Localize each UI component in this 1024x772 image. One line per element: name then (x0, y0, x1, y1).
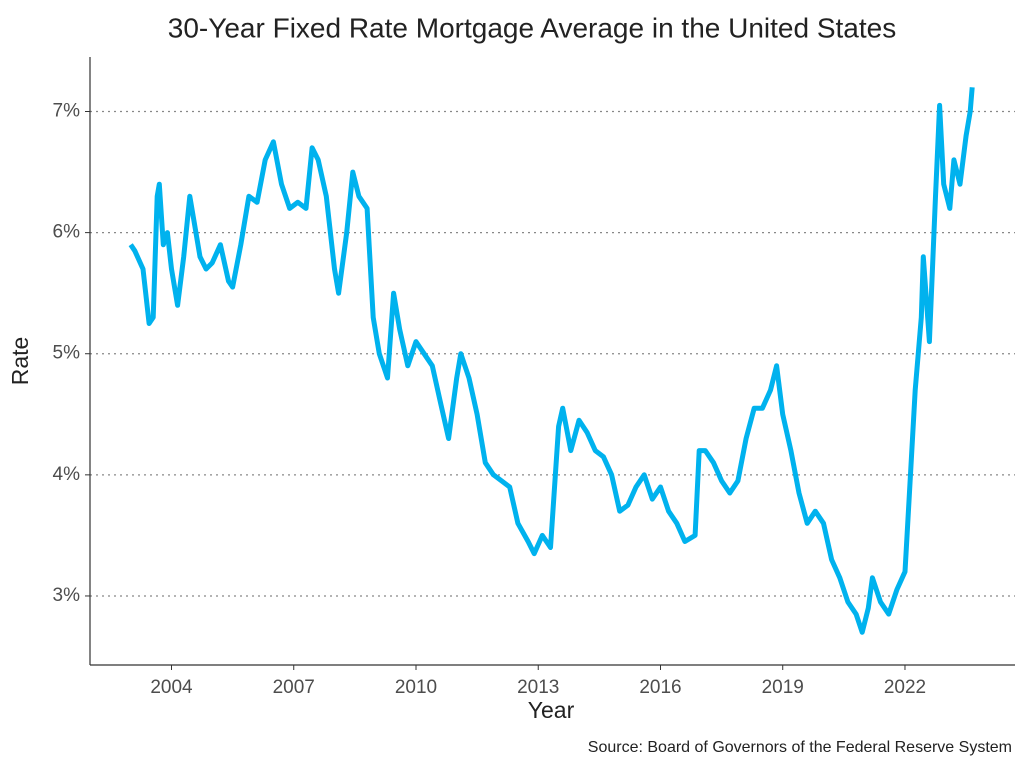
y-axis-label: Rate (7, 337, 33, 386)
x-tick-label: 2004 (150, 677, 193, 698)
caption: Source: Board of Governors of the Federa… (588, 739, 1012, 756)
x-tick-label: 2019 (762, 677, 804, 698)
x-tick-label: 2010 (395, 677, 437, 698)
chart-title: 30-Year Fixed Rate Mortgage Average in t… (168, 12, 896, 43)
y-tick-label: 5% (53, 343, 81, 364)
x-tick-label: 2022 (884, 677, 926, 698)
data-line (128, 87, 975, 635)
y-tick-label: 7% (53, 101, 81, 122)
y-tick-label: 4% (53, 464, 81, 485)
x-tick-label: 2007 (273, 677, 315, 698)
x-tick-label: 2016 (639, 677, 681, 698)
y-tick-label: 3% (53, 585, 81, 606)
y-tick-label: 6% (53, 222, 81, 243)
x-axis-label: Year (528, 697, 575, 723)
x-tick-label: 2013 (517, 677, 559, 698)
